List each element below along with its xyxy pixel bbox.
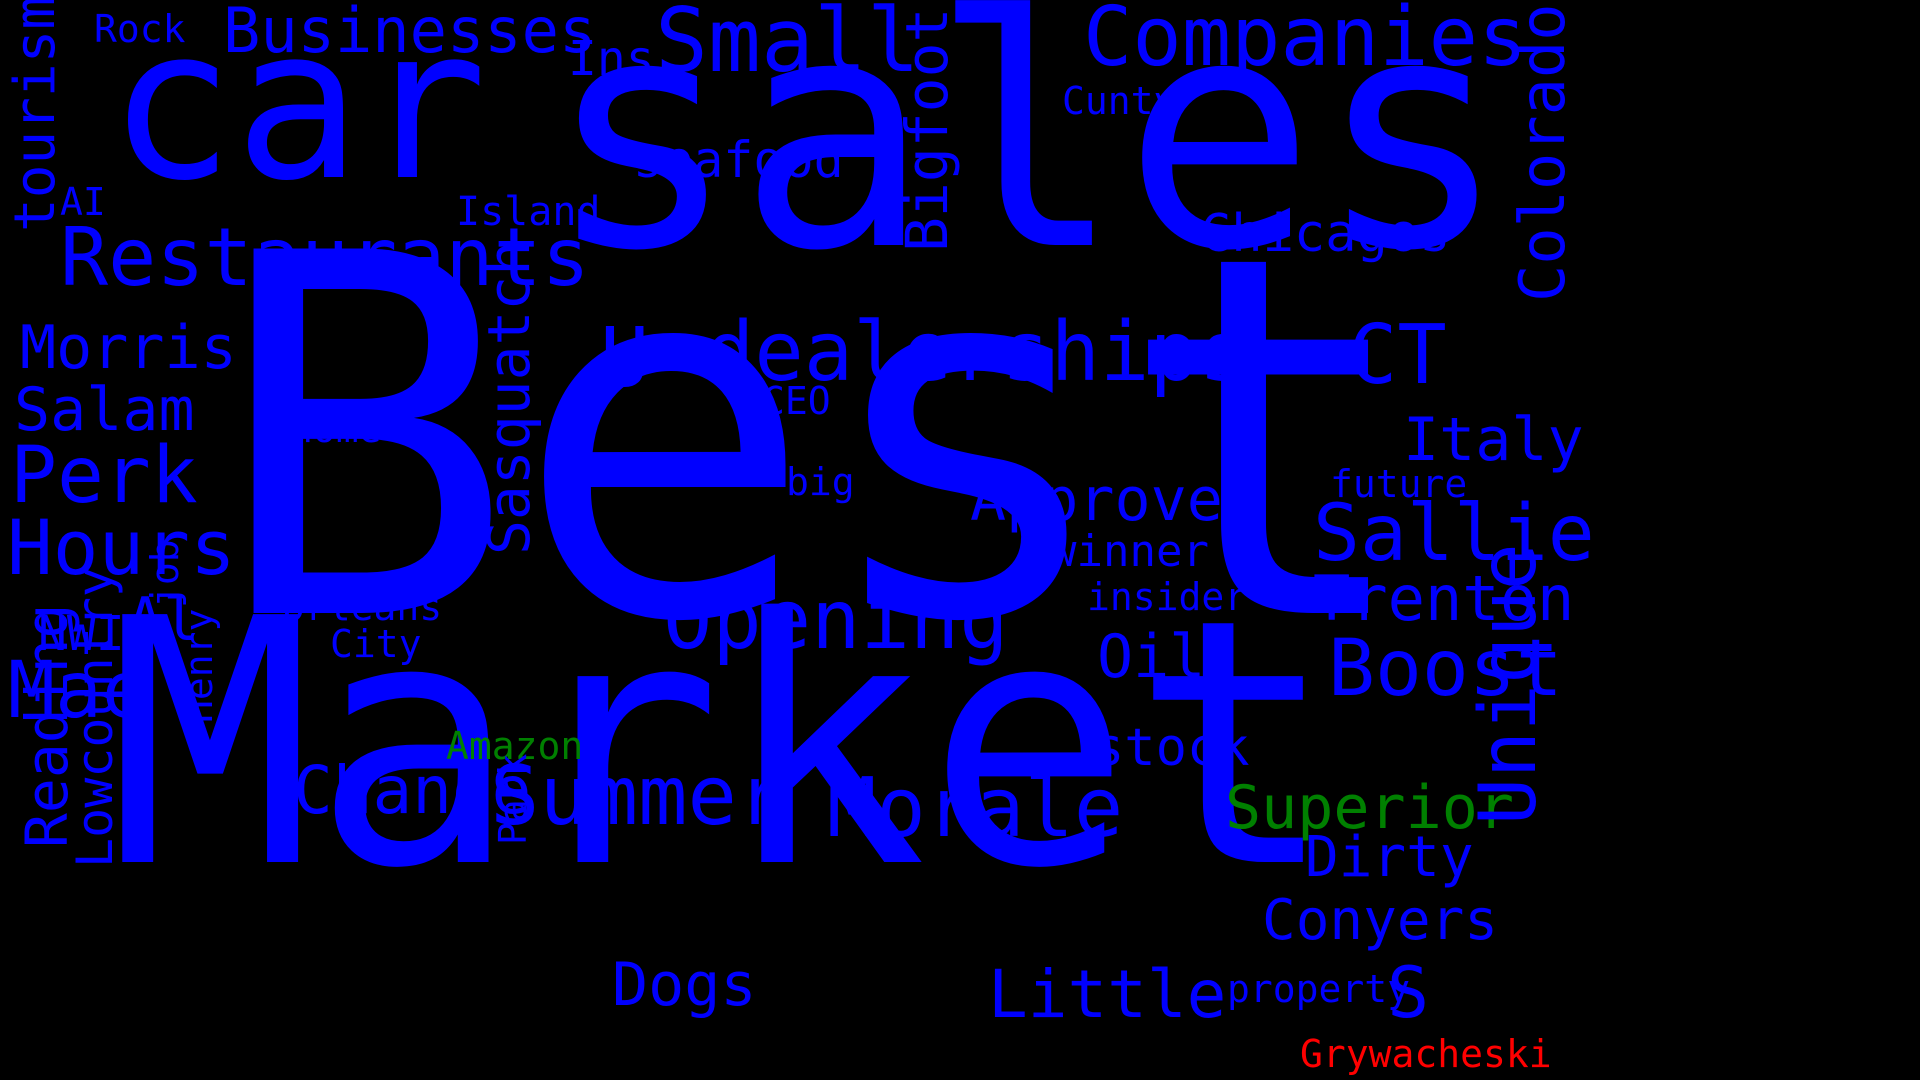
word-park: Park [491,753,535,845]
word-sales: sales [545,0,1509,321]
word-amazon: Amazon [446,724,584,768]
word-chicagos: Chicagos [1200,204,1451,264]
word-salam: Salam [14,375,195,445]
word-hours: Hours [7,503,236,592]
word-u: U [600,311,650,406]
word-rock: Rock [94,7,186,51]
word-ai: AI [60,180,106,224]
word-island: Island [456,189,601,235]
word-tourism: tourism [3,0,68,232]
word-al: Al [127,585,200,655]
word-colorado: Colorado [1506,3,1579,302]
word-perk: Perk [10,431,198,521]
word-sasquatch: Sasquatch [475,240,543,555]
word-dirty: Dirty [1305,825,1474,890]
word-market: Market [108,547,1337,943]
word-conyers: Conyers [1262,888,1499,953]
word-bigfoot: Bigfoot [893,7,961,252]
word-grywacheski: Grywacheski [1300,1032,1552,1076]
word-big: big [786,460,855,504]
word-stock: stock [1093,718,1250,778]
word-winner: winner [1050,526,1209,577]
word-henry: Henry [177,608,221,723]
word-insider: insider [1087,575,1248,619]
word-dealerships: dealerships [705,305,1249,400]
word-opening: Opening [663,573,1009,668]
word-s: S [1387,952,1430,1034]
word-businesses: Businesses [223,0,597,67]
word-morale: Morale [827,761,1124,856]
word-italy: Italy [1403,405,1584,475]
word-city: City [330,622,422,666]
word-seafood: seafood [633,131,844,189]
word-morris: Morris [20,313,237,383]
word-trenton: Trenton [1313,562,1575,635]
word-nwi: NWI [38,606,125,662]
word-property: property [1227,967,1411,1011]
word-small: Small [655,0,920,92]
word-approves: Approves [970,465,1259,535]
word-restaurants: Restaurants [60,211,590,304]
word-best: Best [213,149,1418,731]
word-cunty: Cunty [1062,79,1177,123]
word-little: Little [988,956,1227,1033]
word-superior: Superior [1225,773,1514,843]
word-lowcountry: Lowcountry [66,566,124,868]
word-dogs: Dogs [612,950,757,1020]
word-mae: Mae [8,646,149,736]
word-home: home [290,407,382,451]
word-future: future [1330,462,1468,506]
word-ceo: CEO [762,379,831,423]
word-summer: Summer [490,749,787,844]
word-orleans: Orleans [282,585,443,629]
word-oil: Oil [1097,622,1206,692]
word-sallie: Sallie [1313,489,1595,579]
word-unique: Unique [1464,543,1554,825]
word-boost: Boost [1328,624,1563,714]
word-ct: CT [1348,308,1447,403]
word-change: Change [293,752,532,829]
word-companies: Companies [1083,0,1528,85]
word-job: job [143,539,187,608]
word-car: car [108,0,488,227]
word-ins: Ins [568,31,655,87]
